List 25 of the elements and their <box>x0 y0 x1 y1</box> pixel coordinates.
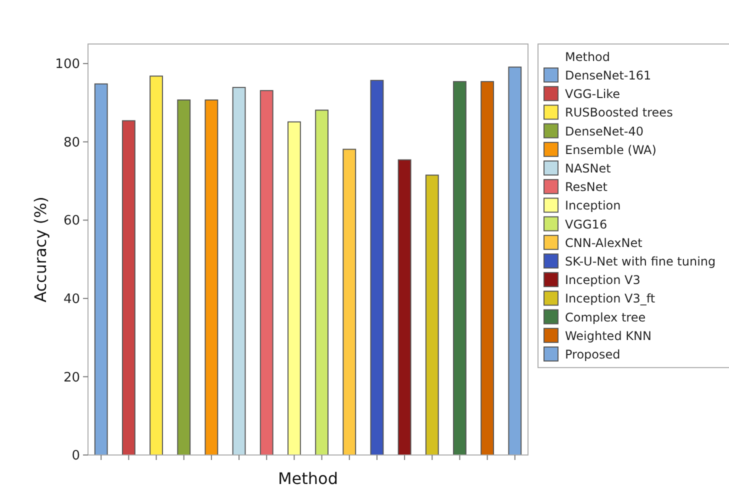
legend-label: VGG16 <box>565 217 608 232</box>
y-tick-label: 20 <box>63 370 80 386</box>
legend-label: DenseNet-161 <box>565 68 652 82</box>
legend-label: DenseNet-40 <box>565 124 644 138</box>
legend-label: Inception V3 <box>565 273 640 288</box>
y-tick-label: 0 <box>72 448 80 464</box>
legend-label: Ensemble (WA) <box>565 142 656 157</box>
legend-label: Complex tree <box>565 310 646 324</box>
legend-label: Inception V3_ft <box>565 292 656 306</box>
legend-label: Proposed <box>565 348 620 362</box>
legend-label: NASNet <box>565 162 612 176</box>
legend-label: Weighted KNN <box>565 328 652 343</box>
y-tick-label: 80 <box>63 135 80 150</box>
y-tick-label: 100 <box>55 57 80 72</box>
legend-label: CNN-AlexNet <box>565 236 643 250</box>
x-axis-title: Method <box>278 469 338 488</box>
legend-label: Inception <box>565 198 621 213</box>
legend-title: Method <box>565 50 610 64</box>
legend-label: SK-U-Net with fine tuning <box>565 254 716 268</box>
y-axis-title: Accuracy (%) <box>31 196 50 302</box>
legend-label: VGG-Like <box>565 87 620 102</box>
y-tick-label: 40 <box>63 292 80 307</box>
legend-label: ResNet <box>565 180 608 194</box>
y-tick-label: 60 <box>63 214 80 229</box>
legend-label: RUSBoosted trees <box>565 106 673 120</box>
